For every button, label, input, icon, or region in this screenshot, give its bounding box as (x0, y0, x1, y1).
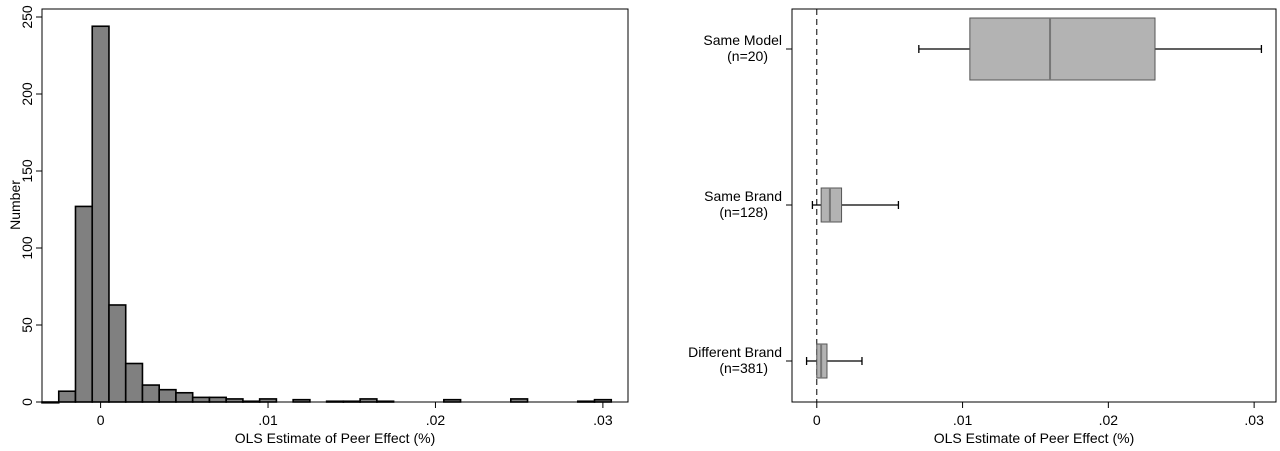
histogram-bar (175, 391, 194, 403)
x-tick-label: .02 (426, 412, 446, 428)
histogram-bar (158, 388, 177, 403)
histogram-y-axis: 0 50 100 150 200 250 (19, 5, 42, 406)
group-count-label: (n=381) (719, 360, 768, 376)
histogram-bar (74, 205, 94, 403)
histogram-bar (376, 400, 395, 403)
histogram-bar (292, 398, 311, 403)
group-label: Same Model (703, 32, 782, 48)
x-tick-label: 0 (813, 412, 821, 428)
boxplot-x-axis-title: OLS Estimate of Peer Effect (%) (934, 430, 1134, 446)
boxplot-panel: 0.01.02.03 Same Model(n=20)Same Brand(n=… (688, 8, 1277, 446)
x-tick-label: .01 (258, 412, 278, 428)
histogram-x-axis: 0 .01 .02 .03 (97, 402, 613, 428)
boxplot-group (805, 343, 863, 379)
histogram-bar (342, 400, 361, 403)
y-tick-label: 100 (19, 236, 35, 260)
group-label: Same Brand (704, 188, 782, 204)
histogram-bar (509, 398, 529, 403)
histogram-bar (91, 25, 110, 403)
histogram-bar (325, 400, 345, 403)
interquartile-box (969, 17, 1156, 81)
histogram-bar (443, 398, 462, 403)
boxplot-group (811, 187, 900, 223)
boxplot-group (918, 17, 1263, 81)
histogram-x-axis-title: OLS Estimate of Peer Effect (%) (235, 430, 435, 446)
histogram-bar (258, 398, 278, 403)
histogram-bar (41, 401, 60, 404)
y-tick-label: 200 (19, 82, 35, 106)
histogram-bar (108, 304, 127, 403)
histogram-bar (359, 398, 378, 403)
histogram-bar (57, 390, 77, 403)
histogram-bar (191, 396, 211, 403)
x-tick-label: .03 (593, 412, 613, 428)
boxplot-y-axis: Same Model(n=20) Same Brand(n=128) Differe… (688, 32, 792, 376)
histogram-panel: 0 .01 .02 .03 0 50 100 150 200 250 OLS Estimate … (7, 5, 629, 446)
x-tick-label: .03 (1244, 412, 1264, 428)
histogram-bar (141, 384, 160, 403)
x-tick-label: 0 (97, 412, 105, 428)
histogram-y-axis-title: Number (7, 180, 23, 230)
histogram-bar (242, 400, 261, 403)
histogram-bar (225, 398, 244, 403)
y-tick-label: 150 (19, 159, 35, 183)
histogram-bar (593, 398, 613, 403)
group-count-label: (n=128) (719, 204, 768, 220)
y-tick-label: 0 (19, 398, 35, 406)
y-tick-label: 50 (19, 317, 35, 333)
boxplot-x-axis: 0 .01 .02 .03 (813, 402, 1264, 428)
group-label: Different Brand (688, 344, 782, 360)
histogram-bar (208, 396, 227, 403)
histogram-bar (576, 400, 596, 403)
boxplot-groups (805, 17, 1263, 379)
interquartile-box (820, 187, 843, 223)
x-tick-label: .02 (1099, 412, 1119, 428)
y-tick-label: 250 (19, 5, 35, 29)
x-tick-label: .01 (953, 412, 973, 428)
histogram-bar (124, 362, 144, 403)
group-count-label: (n=20) (727, 48, 768, 64)
